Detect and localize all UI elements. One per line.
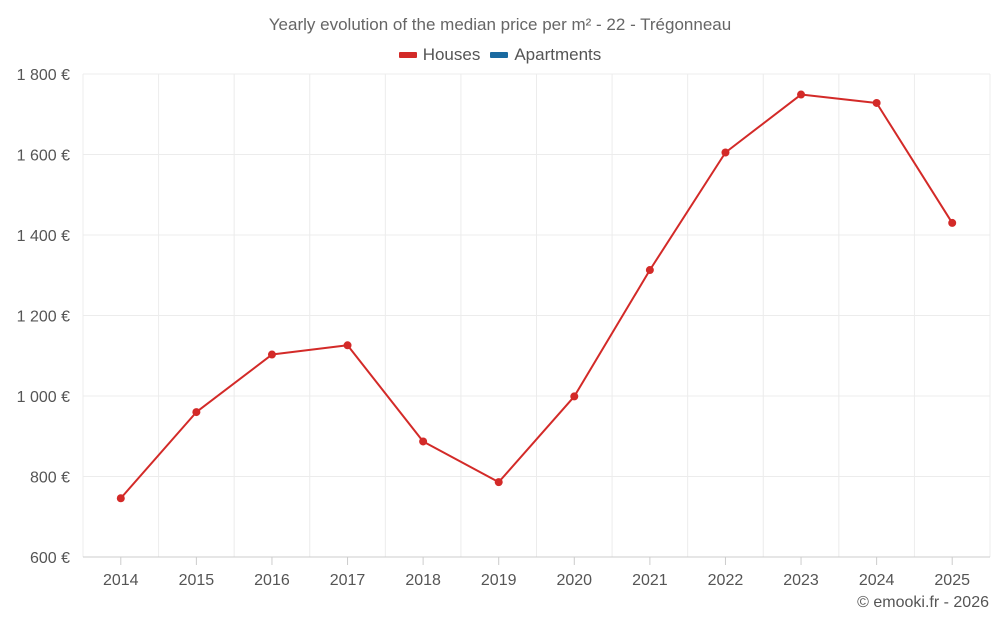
- data-point-houses-2018: [419, 437, 428, 446]
- legend-item-houses[interactable]: Houses: [398, 45, 481, 65]
- data-point-houses-2022: [721, 148, 730, 157]
- y-tick-label: 1 600 €: [17, 148, 70, 165]
- x-tick-label: 2025: [934, 572, 970, 589]
- data-point-houses-2025: [948, 218, 957, 227]
- y-tick-label: 800 €: [30, 470, 70, 487]
- x-tick-label: 2016: [254, 572, 290, 589]
- data-point-houses-2016: [267, 350, 276, 359]
- legend-item-apartments[interactable]: Apartments: [490, 45, 601, 65]
- x-tick-label: 2021: [632, 572, 668, 589]
- legend-swatch-houses: [398, 52, 417, 58]
- data-point-houses-2015: [192, 408, 201, 417]
- legend-label-houses: Houses: [422, 45, 481, 64]
- x-tick-label: 2018: [405, 572, 441, 589]
- data-point-houses-2020: [570, 392, 579, 401]
- chart-legend: Houses Apartments: [0, 45, 1000, 65]
- chart-credit: © emooki.fr - 2026: [857, 594, 989, 611]
- x-tick-label: 2015: [179, 572, 215, 589]
- y-tick-label: 1 400 €: [17, 228, 70, 245]
- data-point-houses-2024: [872, 98, 881, 107]
- data-point-houses-2014: [116, 494, 125, 503]
- data-point-houses-2017: [343, 341, 352, 350]
- data-point-houses-2019: [494, 478, 503, 487]
- y-tick-label: 1 200 €: [17, 309, 70, 326]
- x-tick-label: 2023: [783, 572, 819, 589]
- y-tick-label: 600 €: [30, 550, 70, 567]
- legend-label-apartments: Apartments: [514, 45, 602, 64]
- y-tick-label: 1 000 €: [17, 389, 70, 406]
- x-tick-label: 2019: [481, 572, 517, 589]
- series-line-houses: [119, 93, 954, 500]
- x-tick-label: 2022: [708, 572, 744, 589]
- x-tick-label: 2024: [859, 572, 895, 589]
- x-tick-label: 2014: [103, 572, 139, 589]
- y-tick-label: 1 800 €: [17, 67, 70, 84]
- x-tick-label: 2020: [556, 572, 592, 589]
- data-point-houses-2023: [797, 90, 806, 99]
- x-tick-label: 2017: [330, 572, 366, 589]
- data-point-houses-2021: [645, 266, 654, 275]
- legend-swatch-apartments: [490, 52, 509, 58]
- chart-title: Yearly evolution of the median price per…: [268, 15, 732, 34]
